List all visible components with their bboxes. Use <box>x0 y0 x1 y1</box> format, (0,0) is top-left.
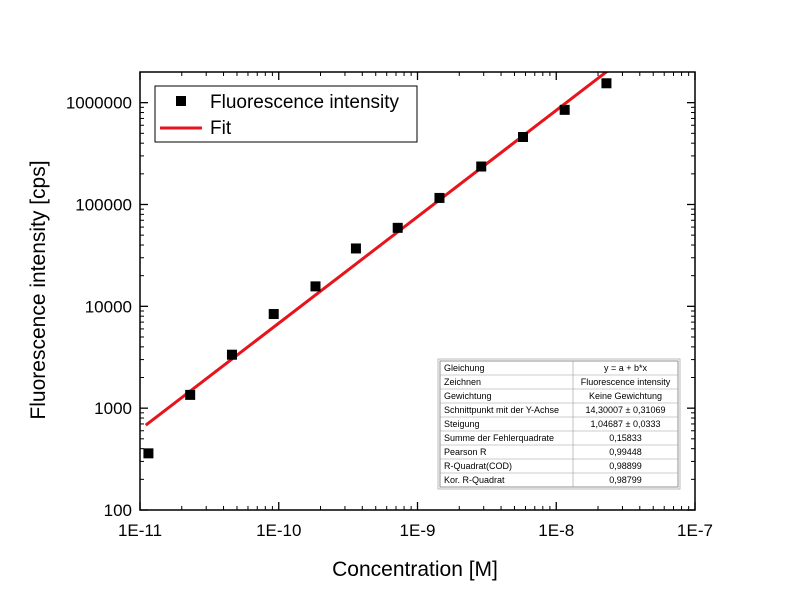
legend: Fluorescence intensity Fit <box>154 85 418 143</box>
stats-table-key: Zeichnen <box>444 377 481 387</box>
y-axis-title: Fluorescence intensity [cps] <box>27 160 50 419</box>
y-tick-label: 1000000 <box>66 94 132 113</box>
stats-table-key: R-Quadrat(COD) <box>444 461 512 471</box>
x-tick-label: 1E-9 <box>400 521 436 540</box>
stats-table-key: Steigung <box>444 419 480 429</box>
stats-table-value: 14,30007 ± 0,31069 <box>585 405 665 415</box>
data-point <box>350 243 361 254</box>
data-point <box>559 104 570 115</box>
data-point <box>392 222 403 233</box>
stats-table-value: y = a + b*x <box>604 363 648 373</box>
y-tick-label: 10000 <box>85 297 132 316</box>
x-tick-label: 1E-11 <box>118 521 162 540</box>
data-point <box>268 309 279 320</box>
plot-series <box>143 72 612 459</box>
x-tick-label: 1E-8 <box>538 521 574 540</box>
stats-table-value: Keine Gewichtung <box>589 391 662 401</box>
x-tick-label: 1E-7 <box>677 521 713 540</box>
legend-label-points: Fluorescence intensity <box>210 92 400 113</box>
fit-line <box>144 72 609 427</box>
stats-table-frame <box>439 360 679 488</box>
y-tick-label: 100 <box>104 501 132 520</box>
legend-marker-points <box>176 96 186 106</box>
stats-table: Gleichung y = a + b*x Zeichnen Fluorescence… <box>437 358 681 490</box>
x-tick-label: 1E-10 <box>256 521 301 540</box>
stats-table-key: Gleichung <box>444 363 485 373</box>
axes: 1E-11 1E-10 1E-9 1E-8 1E-7 100 1000 10000 100000… <box>66 71 713 540</box>
stats-table-value: 0,98799 <box>609 475 642 485</box>
stats-table-key: Pearson R <box>444 447 487 457</box>
y-tick-label: 1000 <box>94 399 132 418</box>
data-point <box>476 161 487 172</box>
stats-table-key: Schnittpunkt mit der Y-Achse <box>444 405 559 415</box>
stats-table-key: Gewichtung <box>444 391 492 401</box>
stats-table-key: Summe der Fehlerquadrate <box>444 433 554 443</box>
data-point <box>518 131 529 142</box>
data-point <box>185 389 196 400</box>
data-point <box>601 78 612 89</box>
legend-label-fit: Fit <box>210 118 232 139</box>
y-tick-label: 100000 <box>75 195 132 214</box>
plot-area <box>143 72 612 459</box>
data-point <box>310 281 321 292</box>
stats-table-value: 0,98899 <box>609 461 642 471</box>
data-point <box>226 349 237 360</box>
stats-table-key: Kor. R-Quadrat <box>444 475 505 485</box>
stats-table-value: 0,99448 <box>609 447 642 457</box>
stats-table-value: 0,15833 <box>609 433 642 443</box>
stats-table-value: Fluorescence intensity <box>581 377 671 387</box>
legend-box <box>154 85 418 143</box>
data-point <box>143 448 154 459</box>
x-axis-title: Concentration [M] <box>332 558 498 581</box>
data-point <box>434 192 445 203</box>
stats-table-value: 1,04687 ± 0,0333 <box>590 419 660 429</box>
